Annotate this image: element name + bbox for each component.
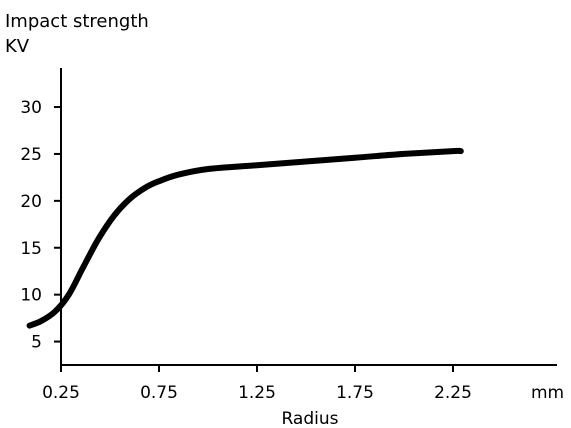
y-axis-label-line-1: Impact strength <box>5 11 149 32</box>
y-tick-label: 25 <box>20 145 42 165</box>
y-tick-label: 5 <box>31 333 42 353</box>
y-axis-label-line-2: KV <box>5 36 30 57</box>
series-line <box>30 151 461 326</box>
y-tick-label: 10 <box>20 286 42 306</box>
x-tick-label: 0.25 <box>42 383 80 403</box>
x-axis-title: Radius <box>281 409 338 428</box>
y-tick-label: 15 <box>20 239 42 259</box>
x-tick-label: 2.25 <box>434 383 472 403</box>
x-ticks: 0.25 0.75 1.25 1.75 2.25 <box>42 365 472 403</box>
x-unit-label: mm <box>531 383 564 403</box>
x-tick-label: 1.75 <box>336 383 374 403</box>
x-tick-label: 1.25 <box>238 383 276 403</box>
x-tick-label: 0.75 <box>140 383 178 403</box>
y-tick-label: 20 <box>20 192 42 212</box>
y-tick-label: 30 <box>20 98 42 118</box>
